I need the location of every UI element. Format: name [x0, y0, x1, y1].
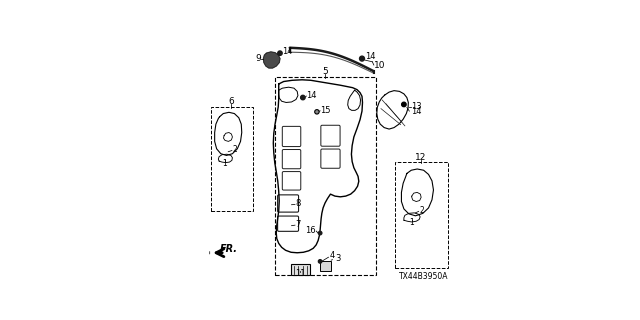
Text: 14: 14	[365, 52, 376, 61]
Text: 8: 8	[296, 199, 301, 209]
Text: 14: 14	[282, 47, 292, 56]
Circle shape	[318, 231, 322, 235]
Text: 15: 15	[320, 106, 331, 115]
Polygon shape	[264, 52, 280, 68]
Text: FR.: FR.	[220, 244, 237, 254]
Text: 14: 14	[307, 91, 317, 100]
Text: 14: 14	[412, 107, 422, 116]
Text: 5: 5	[322, 67, 328, 76]
Text: 9: 9	[255, 54, 261, 63]
Circle shape	[278, 51, 282, 55]
Text: TX44B3950A: TX44B3950A	[399, 272, 449, 281]
Text: 2: 2	[232, 145, 237, 154]
Bar	[291, 264, 310, 276]
Circle shape	[402, 102, 406, 107]
Circle shape	[315, 110, 319, 114]
Text: 1: 1	[223, 159, 227, 168]
Circle shape	[301, 95, 305, 100]
Bar	[394, 162, 447, 268]
Text: 1: 1	[410, 218, 414, 227]
Circle shape	[360, 56, 364, 61]
Text: 11: 11	[295, 269, 306, 278]
Text: 6: 6	[228, 98, 234, 107]
Text: 3: 3	[335, 254, 340, 263]
Text: 4: 4	[329, 251, 335, 260]
Bar	[320, 261, 331, 271]
Bar	[275, 76, 376, 275]
Text: 13: 13	[412, 102, 422, 111]
Text: 16: 16	[305, 226, 316, 235]
Text: 2: 2	[419, 206, 424, 215]
Text: 10: 10	[374, 61, 386, 70]
Text: 12: 12	[415, 153, 427, 162]
Bar	[211, 108, 253, 211]
Circle shape	[318, 260, 322, 263]
Text: 7: 7	[296, 220, 301, 229]
